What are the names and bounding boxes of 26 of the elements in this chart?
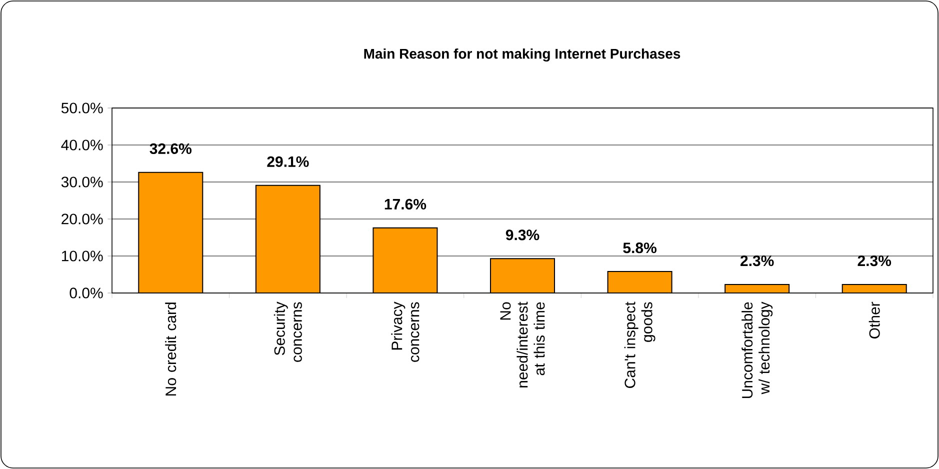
x-tick-label: Privacy concerns <box>391 302 420 362</box>
data-label: 2.3% <box>740 255 774 266</box>
x-tick-label: Can't inspect goods <box>624 302 656 388</box>
x-tick-label: No need/interest at this time <box>500 302 545 388</box>
data-label: 2.3% <box>858 255 892 266</box>
y-tick-label: 0.0% <box>70 288 103 298</box>
x-tick-label: Security concerns <box>274 302 302 362</box>
data-label: 32.6% <box>150 143 192 154</box>
bar <box>607 271 672 293</box>
y-tick-label: 50.0% <box>61 102 103 114</box>
chart-title: Main Reason for not making Internet Purchases <box>364 48 680 62</box>
x-tick-label: Other <box>868 302 880 338</box>
bar <box>255 184 320 293</box>
bar <box>490 258 556 293</box>
x-tick-label: Uncomfortable w/ technology <box>742 302 773 398</box>
y-tick-label: 40.0% <box>61 140 103 150</box>
data-label: 17.6% <box>384 198 426 210</box>
bar <box>372 227 438 293</box>
y-tick-label: 20.0% <box>62 214 103 224</box>
bar <box>138 172 204 293</box>
x-tick-label: No credit card <box>165 302 176 396</box>
data-label: 5.8% <box>623 242 656 254</box>
data-label: 9.3% <box>506 230 540 240</box>
y-tick-label: 30.0% <box>61 176 103 188</box>
data-label: 29.1% <box>267 156 309 167</box>
y-tick-label: 10.0% <box>62 250 103 262</box>
